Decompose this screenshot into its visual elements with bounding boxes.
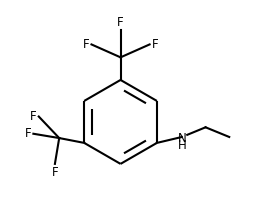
Text: F: F — [30, 110, 37, 123]
Text: H: H — [178, 139, 187, 152]
Text: F: F — [117, 16, 124, 29]
Text: F: F — [152, 38, 158, 51]
Text: N: N — [178, 131, 187, 145]
Text: F: F — [25, 127, 31, 140]
Text: F: F — [83, 38, 89, 51]
Text: F: F — [52, 166, 58, 179]
